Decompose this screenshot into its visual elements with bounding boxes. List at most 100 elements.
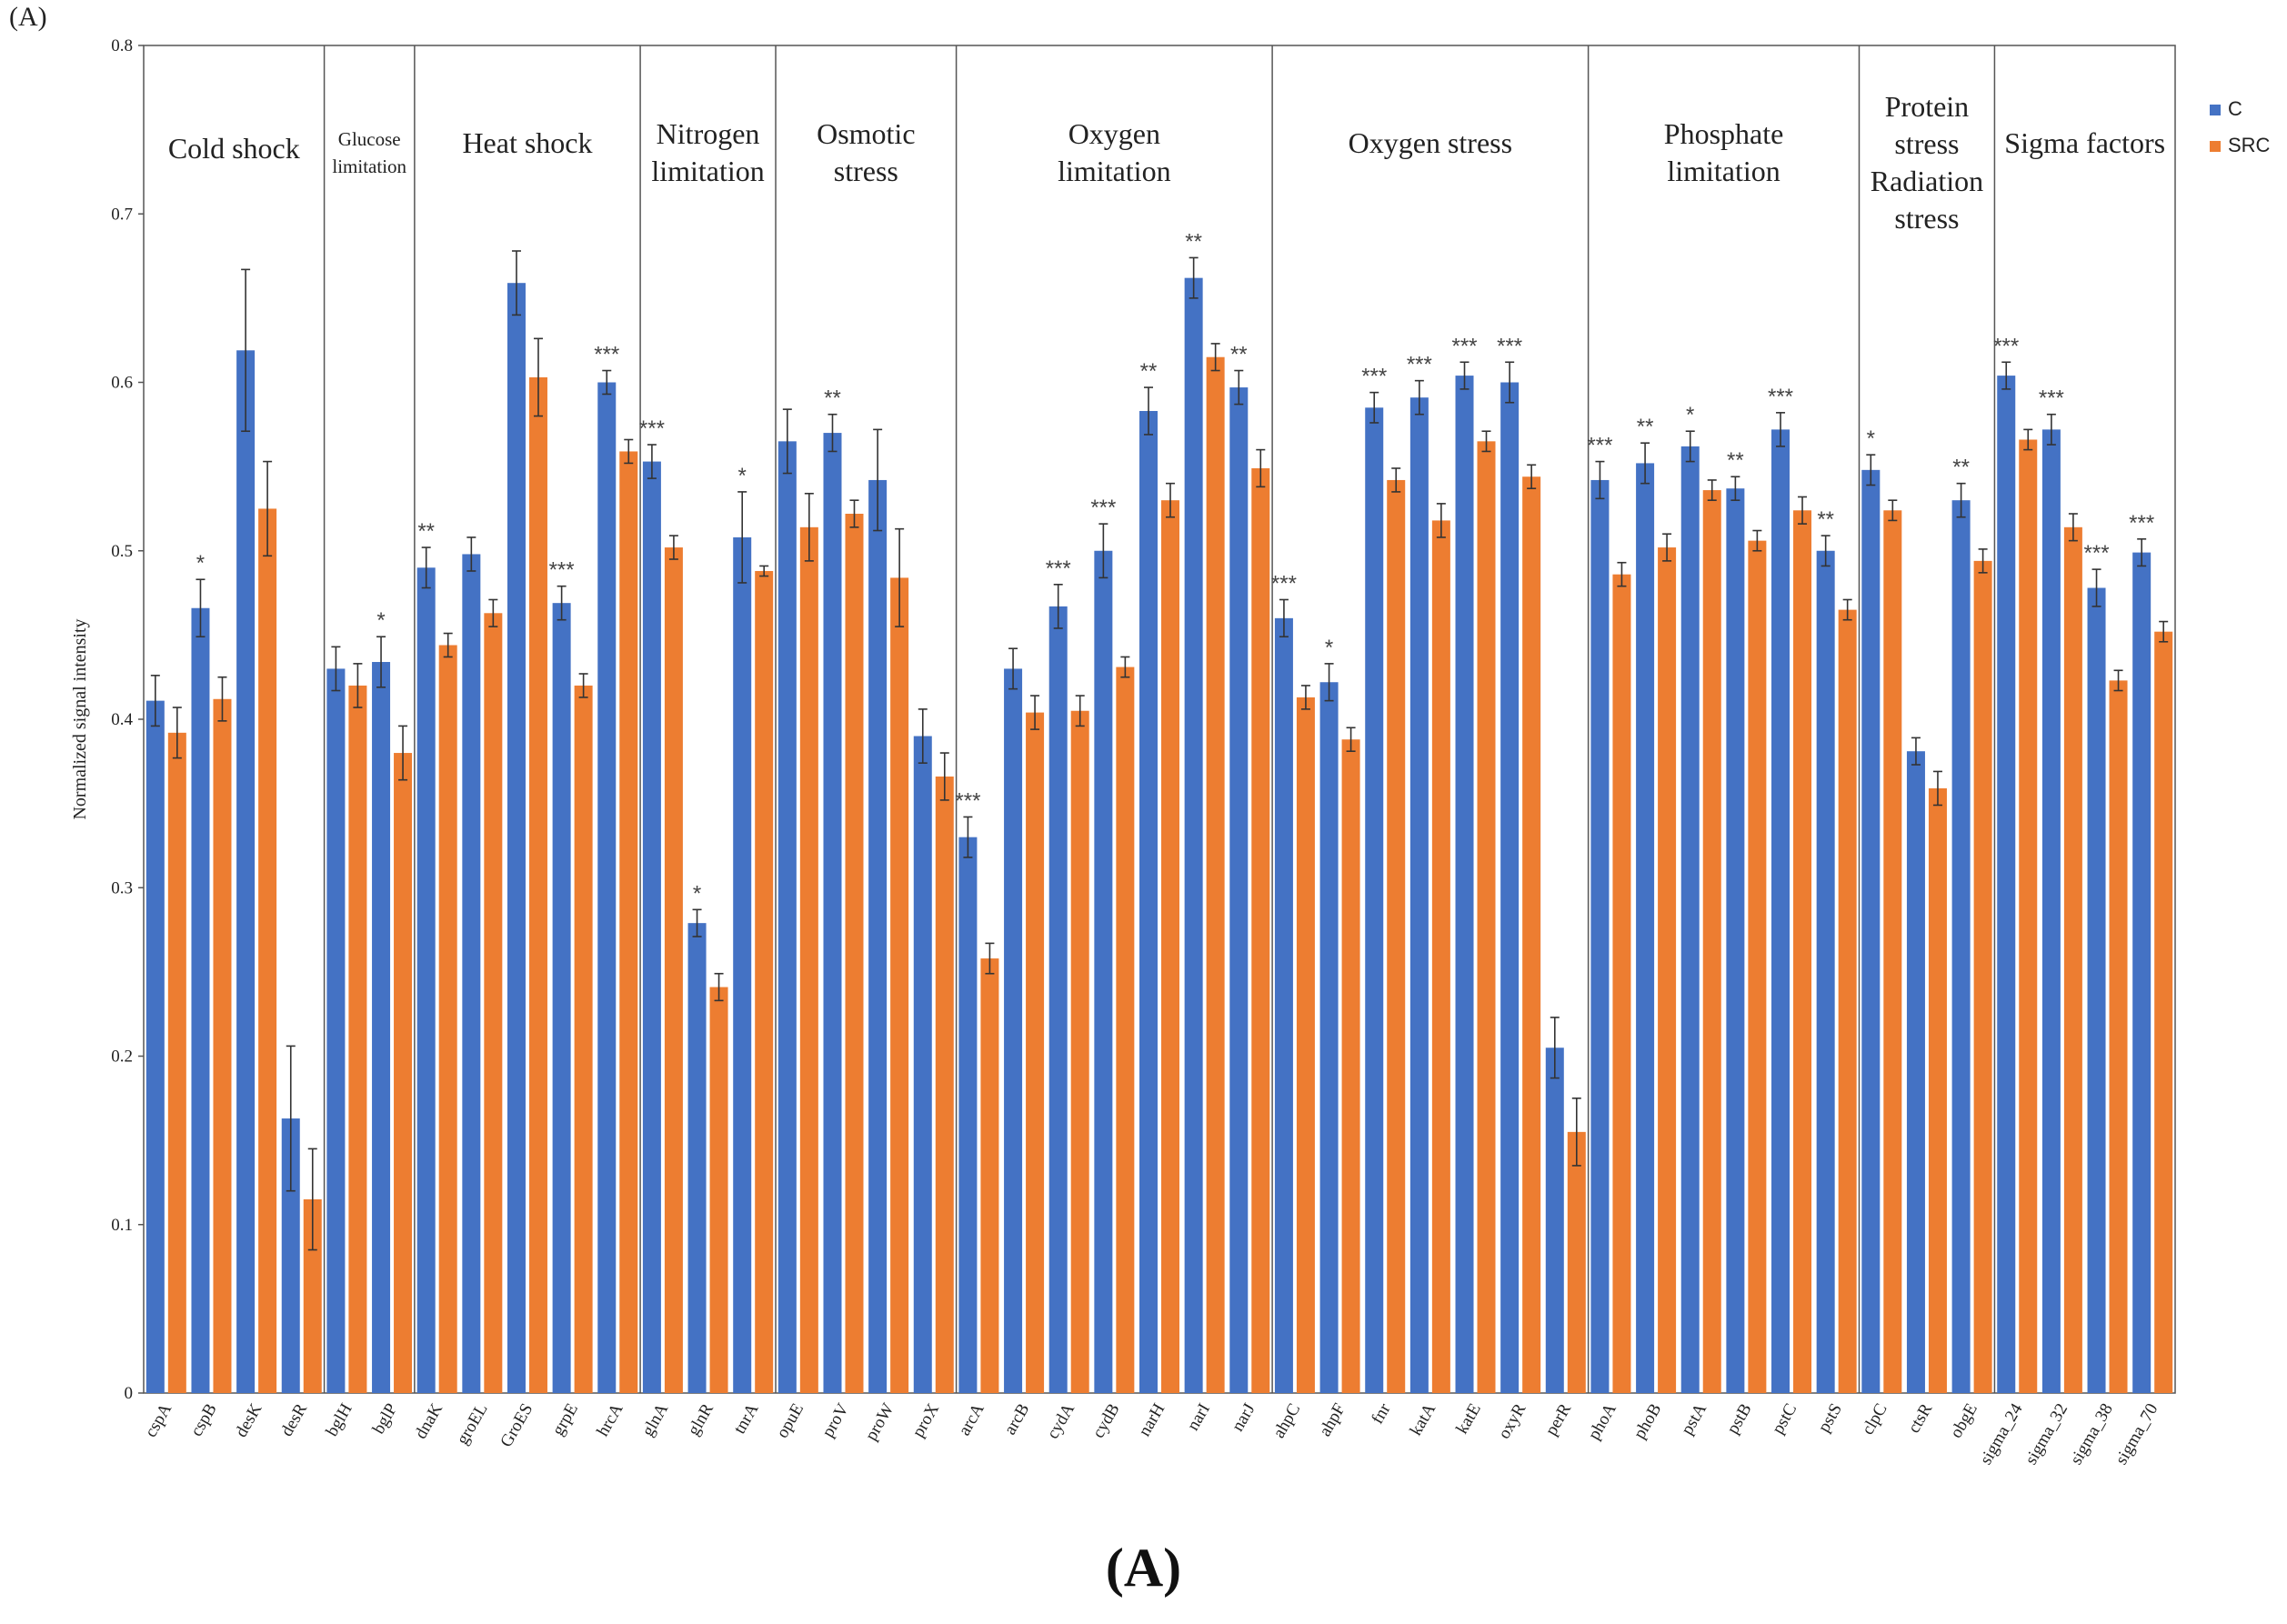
group-label: stress [1894, 202, 1959, 235]
group-label: Glucose [338, 128, 401, 150]
bar-C [2132, 552, 2152, 1393]
bar-C [1274, 617, 1293, 1393]
bar-C [2041, 429, 2061, 1393]
significance-marker: ** [1817, 507, 1834, 532]
bar-SRC [709, 987, 728, 1393]
bar-C [372, 662, 391, 1393]
bar-C [191, 607, 210, 1393]
bar-C [1816, 550, 1835, 1393]
x-tick-label: bglH [323, 1400, 356, 1440]
bar-SRC [303, 1198, 322, 1393]
x-tick-label: bglP [369, 1400, 402, 1438]
bar-C [1094, 550, 1113, 1393]
bar-SRC [1477, 441, 1496, 1393]
bar-SRC [2154, 631, 2173, 1393]
bar-C [1500, 382, 1520, 1393]
bar-C [868, 479, 888, 1393]
bar-C [236, 350, 256, 1393]
significance-marker: *** [1271, 571, 1297, 596]
x-tick-label: pstS [1814, 1400, 1846, 1436]
significance-marker: *** [1451, 334, 1477, 358]
group-label: limitation [1667, 155, 1780, 187]
y-tick-label: 0.4 [111, 710, 133, 729]
group-label: Osmotic [817, 117, 915, 150]
bar-SRC [755, 570, 774, 1393]
bar-SRC [845, 513, 864, 1393]
significance-marker: * [376, 608, 385, 633]
bar-C [913, 736, 932, 1393]
significance-marker: ** [1952, 456, 1970, 480]
group-label: Phosphate [1664, 117, 1784, 150]
group-label: stress [1894, 127, 1959, 160]
x-tick-label: cspA [141, 1400, 176, 1441]
x-tick-label: pstC [1769, 1400, 1801, 1438]
significance-marker: ** [1230, 343, 1248, 367]
bar-SRC [1387, 479, 1406, 1393]
x-tick-label: GroES [497, 1400, 537, 1450]
significance-marker: *** [1587, 434, 1612, 458]
x-tick-label: cydA [1043, 1400, 1078, 1442]
x-tick-label: proW [862, 1400, 898, 1444]
significance-marker: *** [2084, 541, 2110, 566]
significance-marker: *** [1090, 496, 1116, 520]
significance-marker: ** [1637, 415, 1654, 439]
bar-C [1906, 751, 1925, 1393]
x-tick-label: narI [1183, 1400, 1213, 1434]
legend-swatch-SRC [2210, 141, 2221, 152]
group-label: Oxygen stress [1349, 126, 1512, 159]
bar-SRC [438, 645, 457, 1393]
bar-SRC [1341, 739, 1360, 1393]
significance-marker: ** [824, 386, 841, 411]
x-tick-label: opuE [773, 1400, 807, 1441]
bar-SRC [1612, 574, 1631, 1393]
bar-SRC [1793, 510, 1812, 1393]
bar-C [777, 441, 797, 1393]
bar-SRC [213, 698, 232, 1393]
bar-C [642, 461, 661, 1393]
x-tick-label: sigma_38 [2067, 1400, 2117, 1468]
bar-C [145, 700, 165, 1393]
x-tick-label: sigma_24 [1976, 1400, 2026, 1469]
significance-marker: ** [1727, 448, 1744, 473]
x-tick-label: arcB [1000, 1400, 1033, 1439]
x-tick-label: narH [1135, 1400, 1169, 1440]
x-tick-label: hrcA [593, 1400, 627, 1440]
bar-SRC [1838, 609, 1857, 1393]
x-tick-label: desK [232, 1400, 266, 1441]
x-tick-label: perR [1541, 1400, 1575, 1439]
y-tick-label: 0.7 [111, 205, 133, 224]
bar-C [1636, 463, 1655, 1393]
x-tick-label: glnA [638, 1400, 672, 1440]
bar-SRC [890, 577, 909, 1393]
x-tick-label: sigma_32 [2021, 1400, 2071, 1468]
bar-C [733, 536, 752, 1393]
significance-marker: *** [1993, 334, 2019, 358]
significance-marker: *** [1768, 385, 1793, 409]
y-tick-label: 0.5 [111, 542, 133, 561]
bar-SRC [1296, 697, 1315, 1393]
y-tick-label: 0.1 [111, 1216, 133, 1235]
x-tick-label: grpE [548, 1400, 582, 1439]
x-tick-label: phoA [1584, 1400, 1620, 1443]
bar-C [823, 433, 842, 1394]
bar-C [1590, 479, 1610, 1393]
significance-marker: * [693, 881, 701, 906]
x-tick-label: ahpF [1316, 1400, 1349, 1439]
bar-C [1680, 446, 1700, 1393]
bar-C [1319, 682, 1339, 1393]
significance-marker: ** [417, 519, 435, 544]
bar-SRC [1116, 667, 1135, 1393]
bar-SRC [484, 613, 503, 1393]
group-label: stress [834, 155, 898, 187]
bar-SRC [935, 776, 954, 1393]
bar-SRC [1026, 712, 1045, 1393]
bar-C [687, 923, 707, 1393]
bar-SRC [394, 753, 413, 1393]
x-tick-label: obgE [1947, 1400, 1981, 1441]
x-tick-label: proX [908, 1400, 943, 1441]
legend-label-C: C [2228, 97, 2242, 120]
x-tick-label: pstA [1678, 1400, 1710, 1439]
bar-SRC [1883, 510, 1902, 1393]
bar-SRC [619, 451, 638, 1393]
